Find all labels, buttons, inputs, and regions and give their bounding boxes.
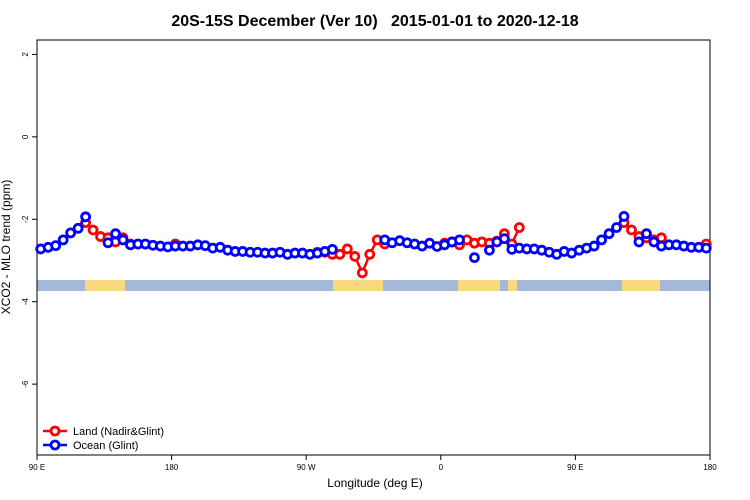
data-point: [603, 228, 615, 240]
chart-title: 20S-15S December (Ver 10) 2015-01-01 to …: [171, 13, 578, 30]
data-point: [626, 224, 637, 236]
surface-mask: [37, 280, 710, 291]
x-tick-label: 90 E: [567, 463, 583, 472]
data-point: [469, 252, 480, 263]
data-point: [618, 210, 630, 222]
y-tick-label: -2: [21, 215, 30, 223]
data-point: [588, 240, 600, 252]
data-point: [65, 227, 77, 239]
data-point: [641, 228, 652, 240]
data-point: [596, 234, 607, 246]
data-point: [117, 234, 129, 246]
data-point: [498, 233, 510, 245]
data-point: [50, 240, 62, 252]
data-point: [513, 222, 525, 233]
data-point: [57, 234, 69, 246]
data-point: [326, 243, 338, 255]
data-point: [341, 243, 353, 255]
data-point: [454, 234, 465, 246]
data-point: [334, 248, 346, 260]
data-point: [611, 222, 622, 233]
legend-label: Land (Nadir&Glint): [73, 426, 164, 438]
x-tick-label: 180: [165, 463, 179, 472]
data-point: [364, 248, 376, 260]
data-point: [72, 222, 84, 234]
data-point: [356, 267, 368, 279]
legend-marker: [49, 439, 61, 451]
y-tick-label: 2: [21, 52, 30, 57]
x-axis-label: Longitude (deg E): [327, 476, 422, 490]
y-tick-label: 0: [21, 134, 30, 139]
data-point: [110, 228, 121, 240]
x-tick-label: 180: [703, 463, 717, 472]
y-tick-label: -4: [21, 298, 30, 306]
x-tick-label: 90 W: [297, 463, 316, 472]
y-tick-label: -6: [21, 380, 30, 388]
legend-label: Ocean (Glint): [73, 440, 138, 452]
data-point: [484, 244, 495, 256]
data-point: [633, 236, 645, 248]
y-axis-label: XCO2 - MLO trend (ppm): [0, 180, 13, 315]
data-point: [700, 242, 712, 254]
data-point: [80, 211, 92, 223]
legend-marker: [49, 425, 61, 437]
x-tick-label: 0: [439, 463, 444, 472]
data-point: [349, 250, 361, 262]
data-point: [87, 224, 99, 236]
x-tick-label: 90 E: [29, 463, 45, 472]
data-point: [102, 237, 114, 249]
